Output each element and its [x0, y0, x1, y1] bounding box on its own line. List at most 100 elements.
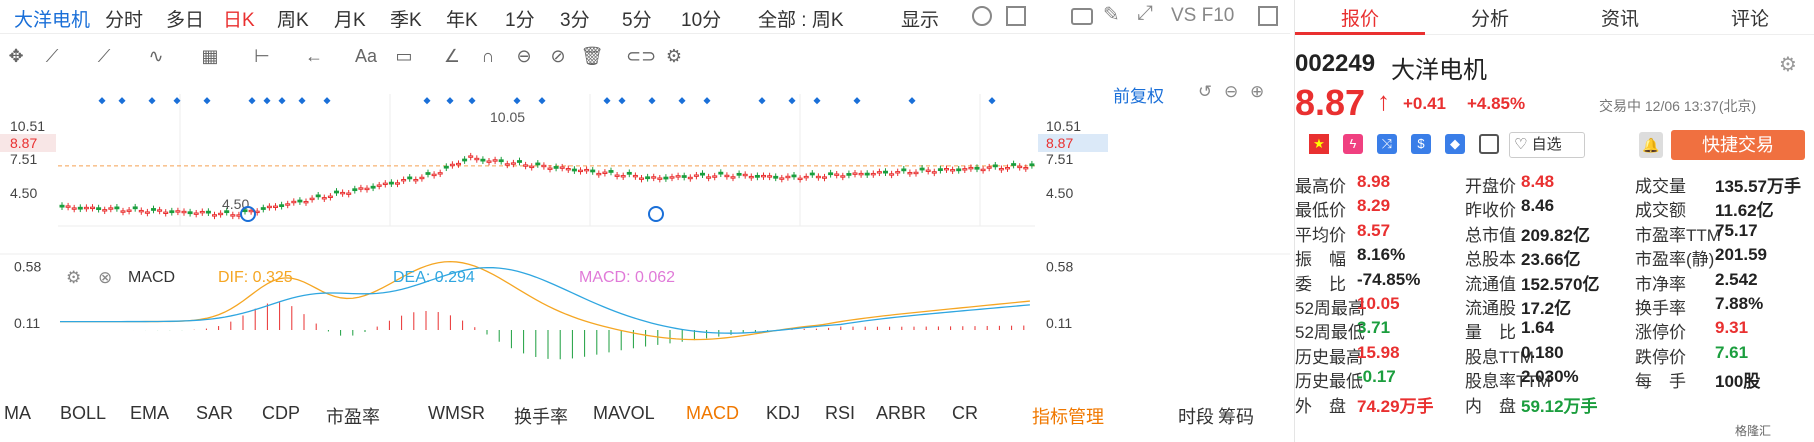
candle [529, 165, 535, 169]
pen-icon[interactable]: ✎ [1103, 4, 1120, 26]
hide-tool-icon[interactable]: ⊘ [550, 46, 566, 66]
wave-tool-icon[interactable]: ∿ [148, 46, 164, 66]
indicator-2[interactable]: EMA [130, 403, 170, 423]
candle [449, 163, 455, 167]
settings-icon[interactable] [972, 6, 992, 26]
heart-icon: ♡ [1514, 136, 1528, 153]
quick-trade-button[interactable]: 快捷交易 [1671, 130, 1805, 160]
magnet-tool-icon[interactable]: ∩ [481, 46, 495, 66]
period-tab-1[interactable]: 多日 [166, 10, 205, 31]
indicator-5[interactable]: 市盈率 [326, 407, 380, 427]
quote-label: 振 幅 [1295, 250, 1346, 270]
reset-icon[interactable]: ↺ [1198, 82, 1213, 101]
period-tab-4[interactable]: 月K [334, 10, 366, 31]
candle [895, 171, 901, 174]
delete-icon[interactable]: 🗑 [580, 46, 604, 66]
period-tab-3[interactable]: 周K [277, 10, 309, 31]
candle [986, 166, 992, 169]
indicator-10[interactable]: KDJ [766, 403, 801, 423]
quote-value: 2.542 [1715, 269, 1758, 289]
macd-settings-icon[interactable]: ⚙ [66, 268, 82, 287]
fullscreen-icon[interactable]: ⤢ [1137, 2, 1153, 24]
settings-icon[interactable]: ⚙ [1779, 54, 1797, 76]
restore-toggle[interactable]: 前复权 [1113, 87, 1164, 106]
comment-tool-icon[interactable]: ▭ [395, 46, 413, 66]
macd-name[interactable]: MACD [128, 269, 176, 286]
chips-button[interactable]: 筹码 [1218, 407, 1254, 427]
tab-1[interactable]: 分析 [1470, 9, 1509, 30]
watchlist-button[interactable]: ♡ 自选 [1509, 132, 1585, 158]
screenshot-icon[interactable] [1071, 8, 1093, 25]
candle [291, 200, 297, 204]
shuffle-icon[interactable]: ⤨ [1377, 134, 1397, 154]
indicator-13[interactable]: CR [952, 403, 978, 423]
bell-icon[interactable]: 🔔 [1639, 132, 1663, 158]
indicator-12[interactable]: ARBR [876, 403, 927, 423]
zoom-out-icon[interactable]: ⊖ [1224, 82, 1239, 101]
candle [90, 206, 95, 210]
indicator-8[interactable]: MAVOL [593, 403, 655, 423]
candle [285, 203, 291, 206]
quote-label: 总股本 [1465, 250, 1516, 270]
vs-f10-button[interactable]: VS F10 [1171, 5, 1235, 26]
link-icon[interactable]: ⊂⊃ [626, 46, 657, 66]
period-tab-7[interactable]: 1分 [505, 10, 535, 31]
tab-3[interactable]: 评论 [1730, 9, 1769, 30]
arrow-tool-icon[interactable]: ← [305, 46, 323, 66]
period-tab-5[interactable]: 季K [390, 10, 422, 31]
quote-label: 量 比 [1465, 323, 1516, 343]
candle [889, 173, 895, 176]
period-tab-2[interactable]: 日K [223, 10, 255, 31]
eye-tool-icon[interactable]: ⊖ [516, 46, 532, 66]
indicator-11[interactable]: RSI [825, 403, 856, 423]
indicator-9[interactable]: MACD [686, 403, 739, 423]
candle [846, 173, 852, 176]
angle-tool-icon[interactable]: ∠ [443, 46, 461, 66]
kline-chart[interactable]: 10.05 4.50 10.51 10.51 7.51 7.51 4.50 4.50 8.87 8… [0, 76, 1290, 396]
macd-close-icon[interactable]: ⊗ [98, 268, 113, 287]
indicator-0[interactable]: MA [4, 403, 31, 423]
signal-marker [538, 97, 546, 105]
text-tool-icon[interactable]: Aa [354, 46, 378, 66]
measure-tool-icon[interactable]: ⊢ [254, 46, 270, 66]
candle [77, 206, 83, 210]
tag-icon[interactable]: ◆ [1445, 134, 1465, 154]
candle [126, 209, 132, 212]
signal-marker [298, 97, 306, 105]
indicator-6[interactable]: WMSR [428, 403, 485, 423]
dollar-icon[interactable]: $ [1411, 134, 1431, 154]
indicator-1[interactable]: BOLL [60, 403, 107, 423]
flag-cn-icon[interactable]: ★ [1309, 134, 1329, 154]
indicator-7[interactable]: 换手率 [514, 407, 568, 427]
period-tab-8[interactable]: 3分 [560, 10, 590, 31]
indicator-manage[interactable]: 指标管理 [1032, 407, 1104, 427]
candle [468, 155, 474, 158]
checkbox-icon[interactable] [1006, 6, 1026, 26]
indicator-4[interactable]: CDP [262, 403, 301, 423]
stock-name[interactable]: 大洋电机 [14, 10, 91, 31]
candle [620, 175, 626, 178]
settings-icon[interactable]: ⚙ [665, 46, 683, 66]
book-icon[interactable] [1479, 134, 1499, 154]
indicator-3[interactable]: SAR [196, 403, 234, 423]
margin-icon[interactable]: ϟ [1343, 134, 1363, 154]
polyline-tool-icon[interactable]: ⟋ [97, 46, 111, 66]
chart-tool-icon[interactable]: ▦ [201, 46, 219, 66]
candle [212, 214, 217, 217]
tab-0[interactable]: 报价 [1340, 9, 1379, 30]
candle [876, 171, 882, 174]
tab-2[interactable]: 资讯 [1600, 9, 1639, 30]
quote-value: 209.82亿 [1521, 225, 1590, 245]
candle [761, 174, 766, 178]
move-icon[interactable]: ✥ [8, 46, 24, 66]
panel-toggle-icon[interactable] [1258, 6, 1278, 26]
period-tab-9[interactable]: 5分 [622, 10, 652, 31]
line-tool-icon[interactable]: ⟋ [45, 46, 59, 66]
period-tab-6[interactable]: 年K [446, 10, 478, 31]
zoom-in-icon[interactable]: ⊕ [1250, 82, 1265, 101]
time-period-button[interactable]: 时段 [1178, 407, 1214, 427]
period-tab-10[interactable]: 10分 [681, 10, 722, 31]
display-dropdown[interactable]: 显示 [901, 10, 940, 31]
filter-dropdown[interactable]: 全部 : 周K [758, 10, 844, 31]
period-tab-0[interactable]: 分时 [105, 10, 144, 31]
